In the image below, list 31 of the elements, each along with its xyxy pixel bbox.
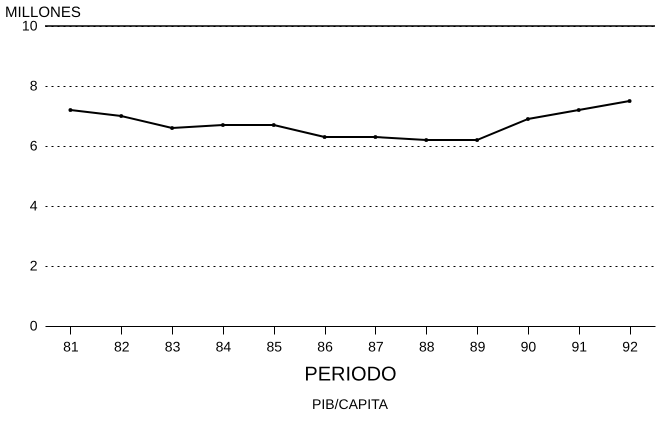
point bbox=[526, 117, 530, 121]
point bbox=[475, 138, 480, 142]
x-tick-label: 83 bbox=[164, 338, 181, 354]
x-tick-label: 81 bbox=[63, 338, 79, 354]
point bbox=[373, 135, 378, 139]
x-tick-label: 90 bbox=[520, 338, 536, 354]
x-tick-label: 87 bbox=[368, 338, 384, 354]
point bbox=[68, 108, 72, 112]
y-tick-label: 6 bbox=[30, 138, 38, 154]
y-tick-label: 8 bbox=[30, 78, 38, 94]
point bbox=[170, 126, 174, 130]
point bbox=[322, 135, 327, 139]
x-tick-label: 91 bbox=[571, 338, 588, 354]
y-tick-label: 0 bbox=[30, 318, 38, 334]
point bbox=[628, 99, 632, 103]
point bbox=[220, 123, 225, 127]
x-axis-title: PERIODO bbox=[304, 364, 397, 386]
point bbox=[576, 108, 581, 112]
point bbox=[272, 123, 276, 127]
x-tick-label: 82 bbox=[114, 338, 130, 354]
x-tick-label: 89 bbox=[470, 338, 486, 354]
y-tick-label: 4 bbox=[30, 198, 38, 214]
x-tick-label: 88 bbox=[418, 338, 435, 354]
x-tick-label: 92 bbox=[622, 338, 638, 354]
text: PIB/CAPITA bbox=[312, 396, 389, 412]
point bbox=[424, 138, 428, 142]
x-tick-label: 85 bbox=[266, 338, 282, 354]
x-tick-label: 84 bbox=[216, 338, 232, 354]
x-tick-label: 86 bbox=[317, 338, 334, 354]
y-tick-label: 2 bbox=[30, 258, 38, 274]
point bbox=[119, 114, 124, 118]
